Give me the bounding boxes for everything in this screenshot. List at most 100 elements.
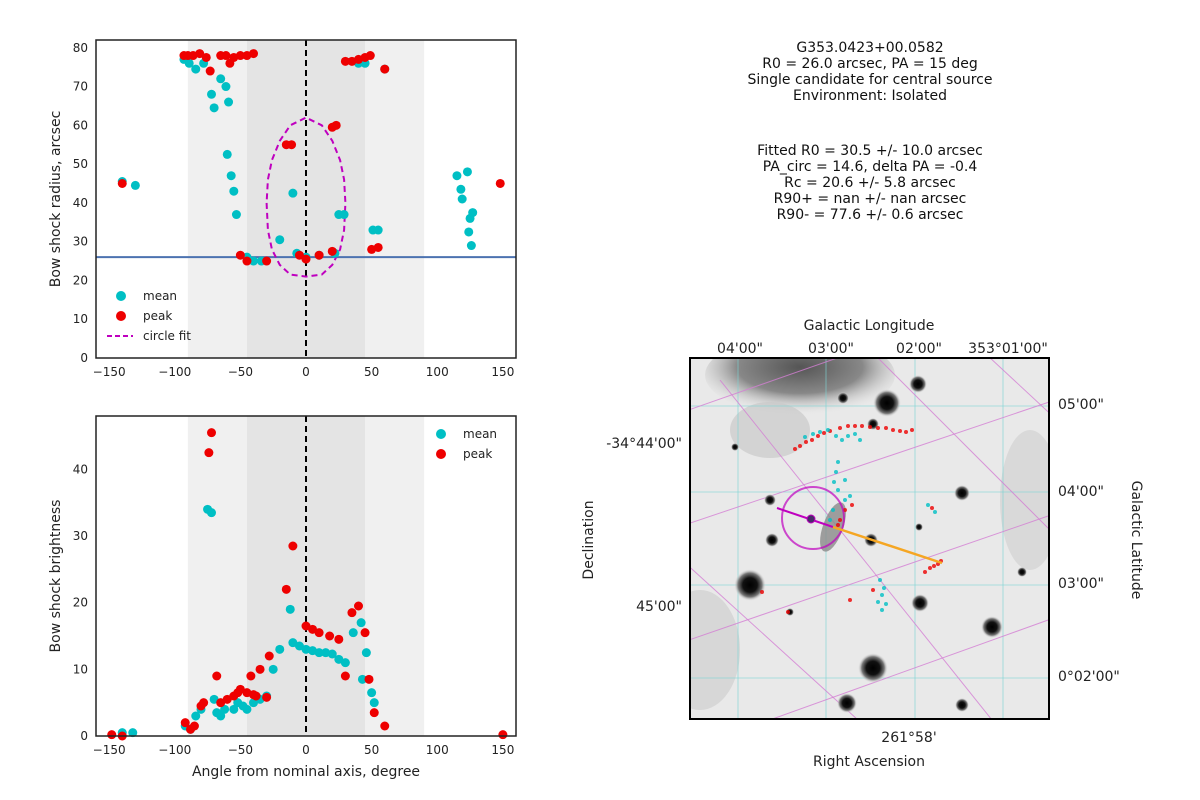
fit-results: Fitted R0 = 30.5 +/- 10.0 arcsec PA_circ…	[690, 143, 1050, 223]
mean-point	[224, 97, 234, 107]
mean-point	[452, 171, 462, 181]
peak-point	[360, 628, 370, 638]
y-axis-label: Bow shock radius, arcsec	[48, 111, 64, 288]
peak-point	[365, 51, 375, 61]
x-tick-label: 100	[426, 743, 449, 757]
mean-arc-point	[933, 510, 937, 514]
pa-line	[832, 525, 943, 565]
left-axis-label: Declination	[581, 500, 597, 579]
x-tick-label: 0	[302, 365, 310, 379]
peak-point	[364, 674, 374, 684]
legend-swatch-peak	[116, 311, 126, 321]
mean-point	[275, 235, 285, 245]
mean-point	[339, 210, 349, 220]
legend-label: mean	[143, 289, 177, 303]
mean-point	[367, 688, 377, 698]
mean-arc-point	[878, 578, 882, 582]
y-tick-label: 10	[73, 662, 88, 676]
source-name: G353.0423+00.0582	[796, 40, 944, 56]
bottom-tick-label: 261°58'	[881, 730, 936, 746]
peak-arc-point	[798, 444, 802, 448]
top-axis-label: Galactic Longitude	[804, 318, 935, 334]
galactic-grid-line	[690, 401, 1049, 524]
x-tick-label: −50	[228, 743, 253, 757]
map-axes: Galactic Longitude 04'00" 03'00" 02'00" 353°…	[581, 318, 1144, 770]
mean-arc-point	[831, 508, 835, 512]
peak-arc-point	[860, 424, 864, 428]
r0-pa: R0 = 26.0 arcsec, PA = 15 deg	[762, 56, 978, 72]
peak-point	[369, 708, 379, 718]
right-axis-label: Galactic Latitude	[1128, 481, 1144, 600]
mean-point	[457, 194, 467, 204]
mean-point	[327, 649, 337, 659]
peak-arc-point	[853, 424, 857, 428]
y-tick-label: 70	[73, 80, 88, 94]
mean-arc-point	[832, 480, 836, 484]
peak-point	[281, 584, 291, 594]
galactic-grid-line	[989, 358, 1049, 414]
left-tick-label: 45'00"	[636, 599, 682, 615]
legend-swatch-mean	[116, 291, 126, 301]
y-tick-label: 20	[73, 596, 88, 610]
x-tick-label: 100	[426, 365, 449, 379]
y-tick-label: 40	[73, 196, 88, 210]
x-tick-label: −150	[93, 365, 126, 379]
mean-point	[466, 241, 476, 251]
mean-point	[221, 82, 231, 92]
peak-point	[334, 634, 344, 644]
pa-circ: PA_circ = 14.6, delta PA = -0.4	[762, 159, 978, 175]
x-tick-label: 0	[302, 743, 310, 757]
legend-label: circle fit	[143, 329, 191, 343]
mean-arc-point	[884, 602, 888, 606]
peak-arc-point	[923, 570, 927, 574]
peak-point	[235, 250, 245, 260]
mean-point	[130, 180, 140, 190]
x-tick-label: 50	[364, 365, 379, 379]
mean-point	[191, 711, 201, 721]
peak-arc-point	[868, 425, 872, 429]
star	[764, 494, 776, 506]
star	[1017, 567, 1027, 577]
peak-point	[347, 608, 357, 618]
mean-arc-point	[858, 438, 862, 442]
mean-point	[229, 186, 239, 196]
mean-arc-point	[826, 428, 830, 432]
y-tick-label: 40	[73, 462, 88, 476]
peak-point	[201, 52, 211, 62]
galactic-grid-line	[690, 358, 839, 411]
legend-label: peak	[143, 309, 172, 323]
star	[837, 693, 857, 713]
peak-point	[373, 242, 383, 252]
bottom-axis-label: Right Ascension	[813, 754, 925, 770]
dust-patch	[1000, 430, 1049, 570]
peak-point	[380, 721, 390, 731]
peak-point	[212, 671, 222, 681]
legend-swatch-peak	[436, 449, 446, 459]
peak-point	[340, 56, 350, 66]
stars	[731, 375, 1027, 713]
mean-point	[229, 704, 239, 714]
galactic-grid-line	[877, 358, 1049, 530]
mean-arc-point	[880, 608, 884, 612]
map-frame	[689, 357, 1050, 720]
peak-point	[189, 721, 199, 731]
peak-point	[246, 671, 256, 681]
mean-point	[242, 704, 252, 714]
mean-point	[348, 628, 358, 638]
star	[911, 594, 929, 612]
mean-arc-point	[836, 460, 840, 464]
mean-point	[464, 227, 474, 237]
y-tick-label: 30	[73, 235, 88, 249]
right-tick-label: 04'00"	[1058, 484, 1104, 500]
right-tick-label: 03'00"	[1058, 576, 1104, 592]
peak-point	[249, 49, 258, 59]
peak-arc-point	[932, 564, 936, 568]
peak-arc-point	[898, 429, 902, 433]
peak-arc-point	[836, 523, 840, 527]
axis-line	[776, 507, 834, 528]
mean-arc-point	[811, 432, 815, 436]
mean-point	[373, 225, 383, 235]
peak-point	[107, 730, 117, 740]
mean-arc-point	[840, 438, 844, 442]
mean-point	[340, 658, 350, 668]
